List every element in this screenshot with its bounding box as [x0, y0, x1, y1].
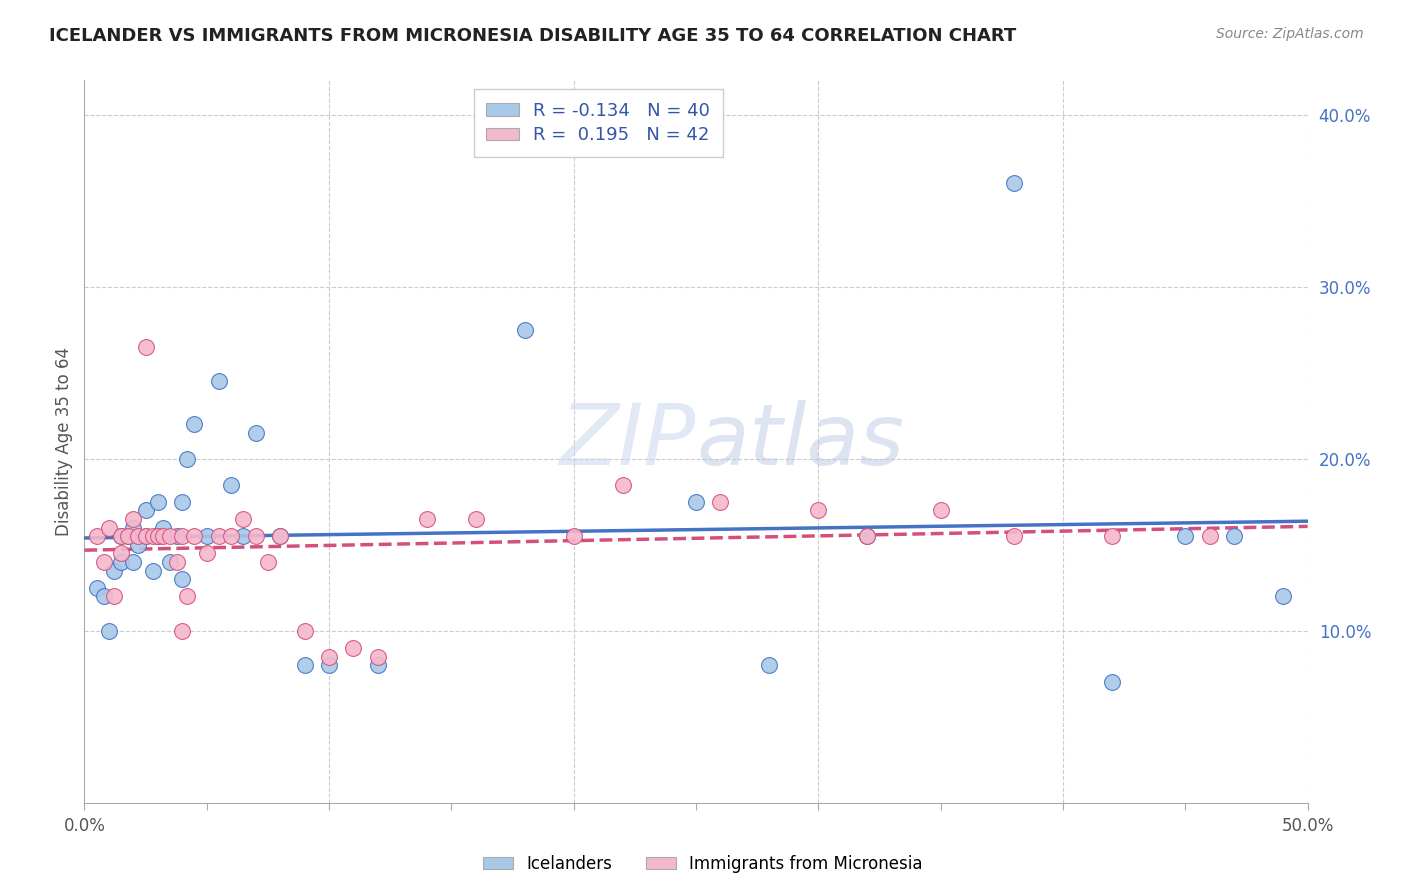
Point	[245, 529, 267, 543]
Point	[117, 529, 139, 543]
Point	[142, 529, 165, 543]
Point	[856, 529, 879, 543]
Point	[1198, 529, 1220, 543]
Point	[122, 555, 145, 569]
Point	[97, 520, 120, 534]
Point	[135, 340, 157, 354]
Point	[122, 520, 145, 534]
Point	[758, 658, 780, 673]
Point	[269, 529, 291, 543]
Point	[176, 451, 198, 466]
Point	[172, 529, 194, 543]
Point	[110, 529, 132, 543]
Point	[807, 503, 830, 517]
Point	[142, 564, 165, 578]
Point	[122, 512, 145, 526]
Point	[294, 624, 316, 638]
Point	[208, 375, 231, 389]
Point	[464, 512, 486, 526]
Point	[562, 529, 585, 543]
Point	[166, 529, 188, 543]
Point	[318, 649, 340, 664]
Text: Source: ZipAtlas.com: Source: ZipAtlas.com	[1216, 27, 1364, 41]
Point	[513, 323, 536, 337]
Text: ICELANDER VS IMMIGRANTS FROM MICRONESIA DISABILITY AGE 35 TO 64 CORRELATION CHAR: ICELANDER VS IMMIGRANTS FROM MICRONESIA …	[49, 27, 1017, 45]
Point	[152, 529, 174, 543]
Point	[97, 624, 120, 638]
Point	[172, 624, 194, 638]
Point	[86, 581, 108, 595]
Point	[146, 494, 169, 508]
Y-axis label: Disability Age 35 to 64: Disability Age 35 to 64	[55, 347, 73, 536]
Point	[135, 529, 157, 543]
Point	[103, 564, 125, 578]
Point	[159, 555, 181, 569]
Point	[1101, 675, 1123, 690]
Point	[367, 649, 389, 664]
Point	[219, 529, 242, 543]
Point	[110, 546, 132, 560]
Point	[103, 590, 125, 604]
Point	[1101, 529, 1123, 543]
Point	[127, 529, 149, 543]
Point	[612, 477, 634, 491]
Point	[709, 494, 731, 508]
Point	[269, 529, 291, 543]
Point	[127, 538, 149, 552]
Point	[342, 640, 364, 655]
Point	[1174, 529, 1197, 543]
Point	[245, 425, 267, 440]
Point	[318, 658, 340, 673]
Point	[1223, 529, 1246, 543]
Point	[367, 658, 389, 673]
Point	[183, 529, 205, 543]
Point	[416, 512, 439, 526]
Point	[172, 494, 194, 508]
Point	[1272, 590, 1295, 604]
Point	[172, 572, 194, 586]
Point	[232, 529, 254, 543]
Point	[135, 529, 157, 543]
Point	[1002, 529, 1025, 543]
Point	[232, 512, 254, 526]
Point	[856, 529, 879, 543]
Point	[219, 477, 242, 491]
Point	[93, 590, 115, 604]
Text: ZIP: ZIP	[560, 400, 696, 483]
Point	[86, 529, 108, 543]
Point	[110, 529, 132, 543]
Point	[152, 520, 174, 534]
Point	[93, 555, 115, 569]
Point	[135, 503, 157, 517]
Point	[159, 529, 181, 543]
Point	[929, 503, 952, 517]
Point	[146, 529, 169, 543]
Point	[110, 555, 132, 569]
Point	[195, 529, 218, 543]
Point	[146, 529, 169, 543]
Point	[195, 546, 218, 560]
Point	[685, 494, 707, 508]
Point	[294, 658, 316, 673]
Text: atlas: atlas	[696, 400, 904, 483]
Point	[208, 529, 231, 543]
Legend: Icelanders, Immigrants from Micronesia: Icelanders, Immigrants from Micronesia	[477, 848, 929, 880]
Point	[257, 555, 280, 569]
Point	[183, 417, 205, 432]
Point	[176, 590, 198, 604]
Point	[166, 555, 188, 569]
Point	[1002, 177, 1025, 191]
Point	[117, 529, 139, 543]
Legend: R = -0.134   N = 40, R =  0.195   N = 42: R = -0.134 N = 40, R = 0.195 N = 42	[474, 89, 723, 157]
